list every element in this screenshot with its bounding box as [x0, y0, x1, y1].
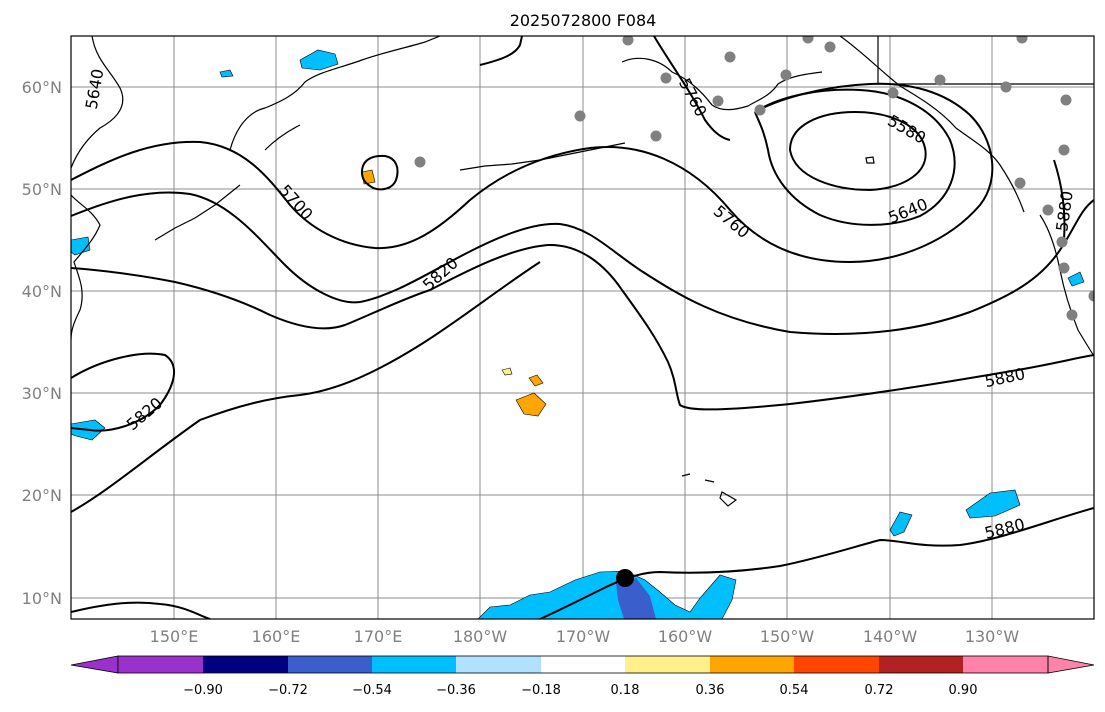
- colorbar-segment: [456, 656, 541, 673]
- colorbar-segment: [625, 656, 710, 673]
- colorbar-left-extension: [70, 655, 119, 674]
- station-dot: [1016, 36, 1028, 44]
- contour-label: 5640: [82, 67, 108, 110]
- lon-label: 160°W: [658, 627, 713, 646]
- colorbar-segment: [710, 656, 794, 673]
- station-dot: [802, 36, 814, 44]
- colorbar-tick: 0.36: [696, 683, 725, 698]
- focus-point-marker: [616, 569, 634, 587]
- lat-label: 30°N: [22, 384, 62, 403]
- station-dot: [1058, 144, 1070, 156]
- station-dot: [724, 51, 736, 63]
- lat-label: 50°N: [22, 180, 62, 199]
- lon-label: 180°W: [453, 627, 508, 646]
- lon-label: 130°W: [965, 627, 1020, 646]
- colorbar-tick: 0.90: [949, 683, 978, 698]
- station-dot: [1042, 204, 1054, 216]
- station-dot: [622, 36, 634, 46]
- lon-label: 150°E: [150, 627, 199, 646]
- station-dot: [1060, 94, 1072, 106]
- contour-label: 5640: [886, 194, 931, 227]
- colorbar-segment: [541, 656, 625, 673]
- figure-title: 2025072800 F084: [510, 11, 657, 30]
- contour-labels: 5640 5700 5760 5580 5640 5760 5820 5820 …: [82, 67, 1077, 542]
- contour-label: 5880: [983, 364, 1027, 391]
- station-markers: [414, 36, 1094, 321]
- lon-label: 170°E: [354, 627, 403, 646]
- contour-label: 5700: [275, 181, 316, 224]
- map-area: 5640 5700 5760 5580 5640 5760 5820 5820 …: [71, 36, 1094, 619]
- colorbar: −0.90 −0.72 −0.54 −0.36 −0.18 0.18 0.36 …: [70, 655, 1095, 698]
- lat-label: 40°N: [22, 282, 62, 301]
- colorbar-segment: [288, 656, 372, 673]
- colorbar-segment: [203, 656, 288, 673]
- station-dot: [824, 41, 836, 53]
- lat-label: 10°N: [22, 589, 62, 608]
- contour-label: 5880: [983, 515, 1027, 543]
- gridlines: [71, 36, 1094, 619]
- station-dot: [1058, 262, 1070, 274]
- colorbar-tick: −0.18: [521, 683, 561, 698]
- height-contours: [71, 36, 1094, 619]
- lat-label: 20°N: [22, 486, 62, 505]
- station-dot: [780, 69, 792, 81]
- colorbar-tick: −0.54: [352, 683, 392, 698]
- station-dot: [1056, 236, 1068, 248]
- lat-label: 60°N: [22, 78, 62, 97]
- colorbar-tick: −0.36: [436, 683, 476, 698]
- lon-label: 160°E: [252, 627, 301, 646]
- shaded-regions: [71, 49, 1085, 619]
- contour-label: 5760: [710, 201, 753, 242]
- station-dot: [1088, 290, 1094, 302]
- station-dot: [934, 74, 946, 86]
- station-dot: [650, 130, 662, 142]
- colorbar-segment: [118, 656, 203, 673]
- contour-label: 5580: [884, 111, 929, 148]
- contour-label: 5820: [123, 393, 166, 434]
- colorbar-segment: [372, 656, 456, 673]
- station-dot: [1000, 81, 1012, 93]
- colorbar-tick: 0.54: [780, 683, 809, 698]
- colorbar-segment: [879, 656, 963, 673]
- lon-label: 150°W: [760, 627, 815, 646]
- station-dot: [660, 72, 672, 84]
- colorbar-segment: [963, 656, 1048, 673]
- colorbar-segment: [794, 656, 879, 673]
- station-dot: [574, 110, 586, 122]
- lon-label: 170°W: [556, 627, 611, 646]
- colorbar-right-extension: [1047, 655, 1095, 674]
- lon-label: 140°W: [863, 627, 918, 646]
- station-dot: [712, 95, 724, 107]
- colorbar-tick: 0.72: [865, 683, 894, 698]
- map-frame: [70, 35, 1095, 620]
- station-dot: [1066, 309, 1078, 321]
- colorbar-tick: −0.90: [183, 683, 223, 698]
- longitude-labels: 150°E 160°E 170°E 180°W 170°W 160°W 150°…: [150, 627, 1020, 646]
- colorbar-tick: 0.18: [611, 683, 640, 698]
- station-dot: [754, 104, 766, 116]
- station-dot: [1014, 177, 1026, 189]
- colorbar-tick: −0.72: [268, 683, 308, 698]
- latitude-labels: 60°N 50°N 40°N 30°N 20°N 10°N: [22, 78, 62, 608]
- station-dot: [414, 156, 426, 168]
- station-dot: [887, 87, 899, 99]
